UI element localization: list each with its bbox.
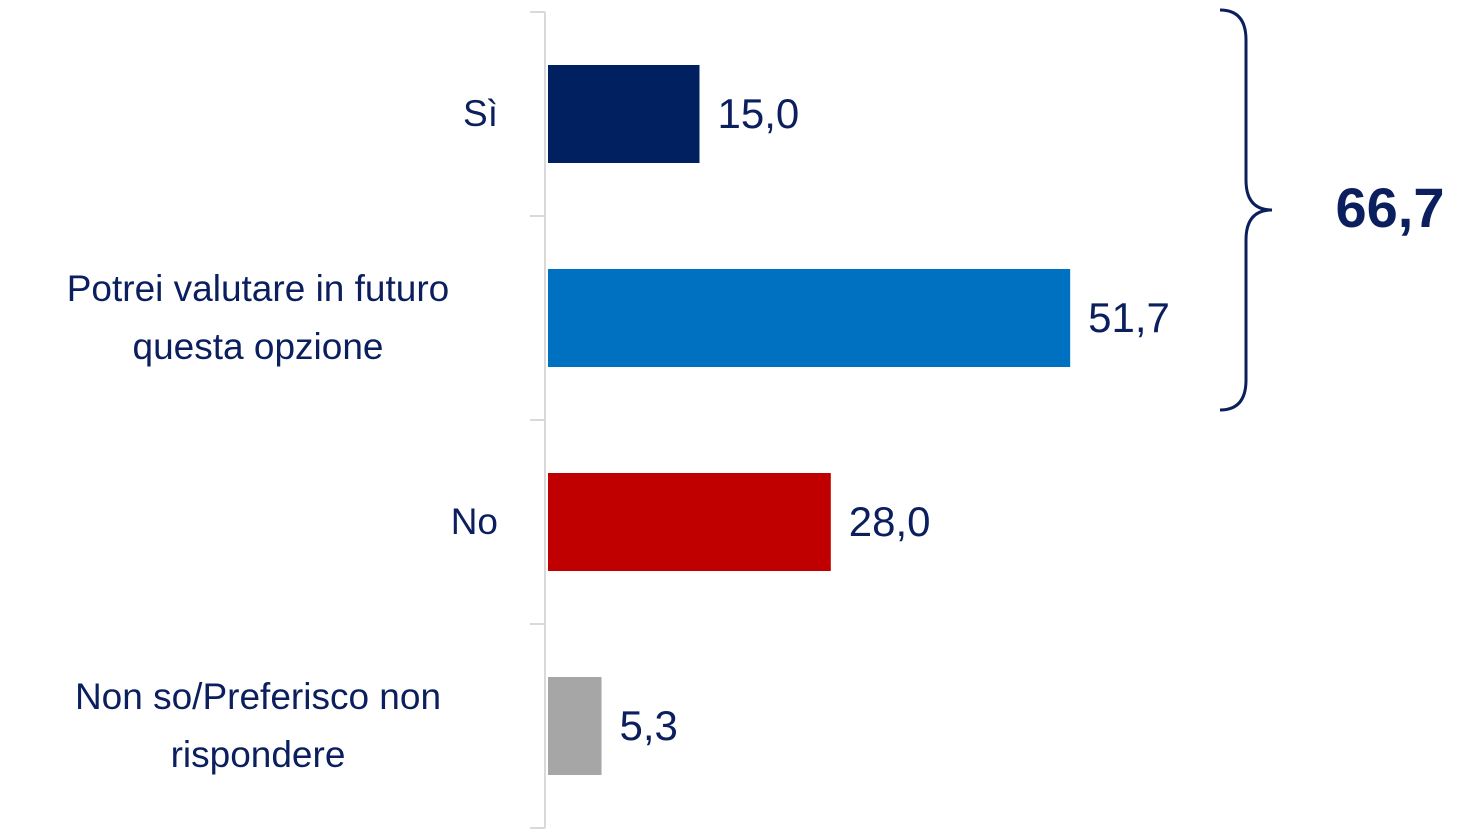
- bar: [548, 269, 1071, 367]
- bar: [548, 65, 700, 163]
- value-label: 51,7: [1088, 294, 1170, 341]
- value-label: 5,3: [620, 702, 678, 749]
- bar: [548, 473, 831, 571]
- bar: [548, 677, 602, 775]
- category-label: No: [450, 501, 498, 542]
- value-label: 28,0: [849, 498, 931, 545]
- brace: [1219, 8, 1273, 412]
- category-label: Potrei valutare in futuro questa opzione: [66, 268, 450, 367]
- category-label: Sì: [463, 93, 498, 134]
- value-label: 15,0: [718, 90, 800, 137]
- category-label: Non so/Preferisco non rispondere: [74, 676, 442, 775]
- total-annotation: 66,7: [1336, 176, 1445, 239]
